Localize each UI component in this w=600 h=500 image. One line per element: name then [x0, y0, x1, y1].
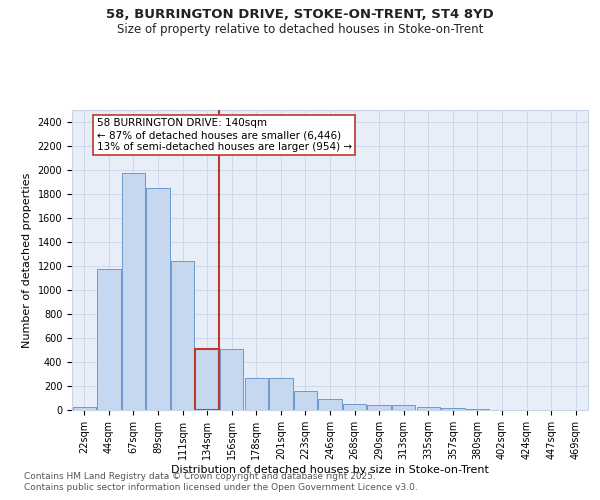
Bar: [245, 378, 268, 410]
Bar: [294, 392, 317, 410]
Bar: [343, 404, 366, 410]
Bar: [196, 349, 219, 410]
Y-axis label: Number of detached properties: Number of detached properties: [22, 172, 32, 348]
Bar: [269, 378, 293, 410]
Bar: [220, 349, 244, 410]
Bar: [97, 269, 121, 410]
Bar: [367, 405, 391, 410]
Text: 58 BURRINGTON DRIVE: 140sqm
← 87% of detached houses are smaller (6,446)
13% of : 58 BURRINGTON DRIVE: 140sqm ← 87% of det…: [97, 118, 352, 152]
Bar: [171, 261, 194, 410]
Bar: [73, 407, 96, 410]
Bar: [122, 173, 145, 410]
Bar: [416, 408, 440, 410]
Text: Contains public sector information licensed under the Open Government Licence v3: Contains public sector information licen…: [24, 484, 418, 492]
X-axis label: Distribution of detached houses by size in Stoke-on-Trent: Distribution of detached houses by size …: [171, 464, 489, 474]
Text: Size of property relative to detached houses in Stoke-on-Trent: Size of property relative to detached ho…: [117, 22, 483, 36]
Bar: [146, 188, 170, 410]
Bar: [441, 408, 464, 410]
Bar: [392, 405, 415, 410]
Text: 58, BURRINGTON DRIVE, STOKE-ON-TRENT, ST4 8YD: 58, BURRINGTON DRIVE, STOKE-ON-TRENT, ST…: [106, 8, 494, 20]
Text: Contains HM Land Registry data © Crown copyright and database right 2025.: Contains HM Land Registry data © Crown c…: [24, 472, 376, 481]
Bar: [319, 399, 341, 410]
